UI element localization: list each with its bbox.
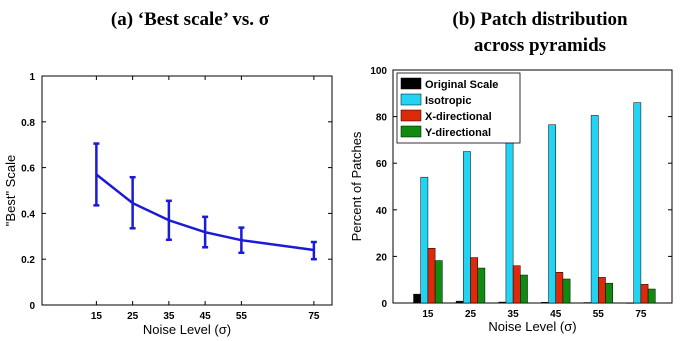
chart-a-x-tick-label: 15 — [91, 311, 103, 322]
chart-b-x-tick-label: 15 — [422, 309, 434, 320]
chart-b-bar-original-scale — [456, 301, 463, 303]
chart-b-bar-x-directional — [598, 277, 605, 303]
chart-b-bar-original-scale — [414, 294, 421, 303]
chart-a-y-axis-label: "Best" Scale — [3, 155, 18, 226]
chart-a-x-tick-label: 75 — [308, 311, 320, 322]
chart-b-x-tick-label: 55 — [593, 309, 605, 320]
chart-b-legend-label: Y-directional — [425, 127, 491, 139]
chart-b-x-tick-label: 75 — [635, 309, 647, 320]
chart-b-legend-swatch — [401, 126, 421, 137]
chart-b-bar-original-scale — [584, 303, 591, 304]
chart-b-y-tick-label: 80 — [376, 113, 388, 124]
chart-b-bar-x-directional — [556, 272, 563, 303]
chart-a-x-tick-label: 45 — [200, 311, 212, 322]
chart-a-y-tick-label: 0.4 — [21, 209, 35, 220]
chart-b-bar-original-scale — [627, 303, 634, 304]
chart-b-bar-original-scale — [541, 302, 548, 303]
chart-b-y-tick-label: 40 — [376, 206, 388, 217]
chart-b-y-tick-label: 0 — [381, 299, 387, 310]
chart-b-bar-original-scale — [499, 302, 506, 303]
chart-b-legend-swatch — [401, 110, 421, 121]
chart-b-y-tick-label: 100 — [370, 66, 387, 77]
chart-a-y-tick-label: 0.6 — [21, 164, 35, 175]
chart-a-x-axis-label: Noise Level (σ) — [143, 322, 231, 337]
chart-b-bar-x-directional — [641, 284, 648, 303]
chart-b-bar-isotropic — [591, 115, 598, 303]
chart-b-bar-isotropic — [549, 125, 556, 303]
chart-b-legend-swatch — [401, 78, 421, 89]
chart-a-y-tick-label: 0.8 — [21, 118, 35, 129]
chart-a-y-tick-label: 0.2 — [21, 255, 35, 266]
chart-b-bar-y-directional — [606, 283, 613, 303]
chart-b-bar-isotropic — [463, 152, 470, 303]
chart-a: 0 0.2 0.4 0.6 0.8 1 15 25 35 45 55 75 Noise Level (σ… — [3, 72, 332, 337]
chart-b-bar-x-directional — [428, 248, 435, 303]
chart-a-plot-frame — [42, 76, 332, 305]
chart-b-legend-label: Isotropic — [425, 95, 471, 107]
chart-b-x-tick-label: 25 — [465, 309, 477, 320]
chart-b-legend-swatch — [401, 94, 421, 105]
chart-a-x-tick-label: 55 — [236, 311, 248, 322]
chart-b-y-tick-label: 20 — [376, 252, 388, 263]
chart-b-bar-isotropic — [421, 177, 428, 303]
chart-b-x-axis-label: Noise Level (σ) — [488, 319, 576, 334]
chart-a-x-tick-label: 35 — [163, 311, 175, 322]
chart-b-bar-y-directional — [435, 261, 442, 303]
chart-b-bar-x-directional — [471, 258, 478, 303]
chart-b-y-axis-label: Percent of Patches — [349, 131, 364, 241]
chart-b-bar-isotropic — [634, 103, 641, 303]
chart-b-bar-y-directional — [520, 275, 527, 303]
chart-b-bar-y-directional — [563, 279, 570, 303]
chart-a-x-tick-label: 25 — [127, 311, 139, 322]
chart-a-y-tick-label: 1 — [29, 72, 35, 83]
chart-b-legend-label: Original Scale — [425, 79, 498, 91]
chart-b-bar-y-directional — [478, 268, 485, 303]
chart-b-bar-isotropic — [506, 136, 513, 303]
chart-b-bar-x-directional — [513, 266, 520, 303]
chart-b-y-tick-label: 60 — [376, 159, 388, 170]
chart-b-legend-label: X-directional — [425, 111, 492, 123]
chart-b-bar-y-directional — [648, 289, 655, 303]
chart-a-y-tick-label: 0 — [29, 301, 35, 312]
